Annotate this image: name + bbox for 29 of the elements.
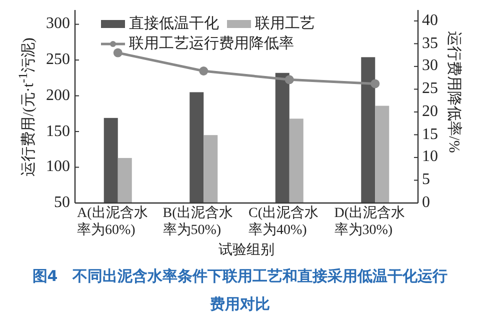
y2-tick-label: 0 xyxy=(422,194,430,212)
y2-tick-label: 10 xyxy=(422,148,438,166)
legend-label: 直接低温干化 xyxy=(129,14,219,34)
y-tick-label: 200 xyxy=(46,86,70,105)
y-tick-label: 50 xyxy=(54,194,70,212)
y2-tick-label: 25 xyxy=(422,80,438,98)
y2-tick-label: 40 xyxy=(422,12,438,30)
y-tick-label: 250 xyxy=(46,51,70,70)
y2-tick-label: 30 xyxy=(422,57,438,76)
point xyxy=(199,66,208,76)
y2-tick-label: 20 xyxy=(422,102,438,121)
legend-label: 联用工艺 xyxy=(255,14,315,34)
point xyxy=(370,79,380,88)
y-tick-label: 300 xyxy=(46,15,70,34)
x-tick-label: A(出泥含水率为60%) xyxy=(77,205,149,239)
y2-tick-label: 5 xyxy=(422,171,430,190)
x-tick-label: D(出泥含水率为30%) xyxy=(334,205,406,239)
point xyxy=(284,75,294,84)
x-tick-label: C(出泥含水率为40%) xyxy=(248,205,320,239)
y2-tick-label: 15 xyxy=(422,126,438,144)
y-tick-label: 100 xyxy=(46,158,70,176)
y-tick-label: 150 xyxy=(46,122,70,141)
y2-axis-title: 运行费用降低率/% xyxy=(444,30,463,152)
text: 图4 不同出泥含水率条件下联用工艺和直接采用低温干化运行费用对比 xyxy=(31,266,449,315)
y2-tick-label: 35 xyxy=(422,34,438,53)
legend-label: 联用工艺运行费用降低率 xyxy=(129,34,294,54)
x-axis-title: 试验组别 xyxy=(218,242,276,259)
point xyxy=(113,48,122,58)
x-tick-label: B(出泥含水率为50%) xyxy=(162,205,234,239)
